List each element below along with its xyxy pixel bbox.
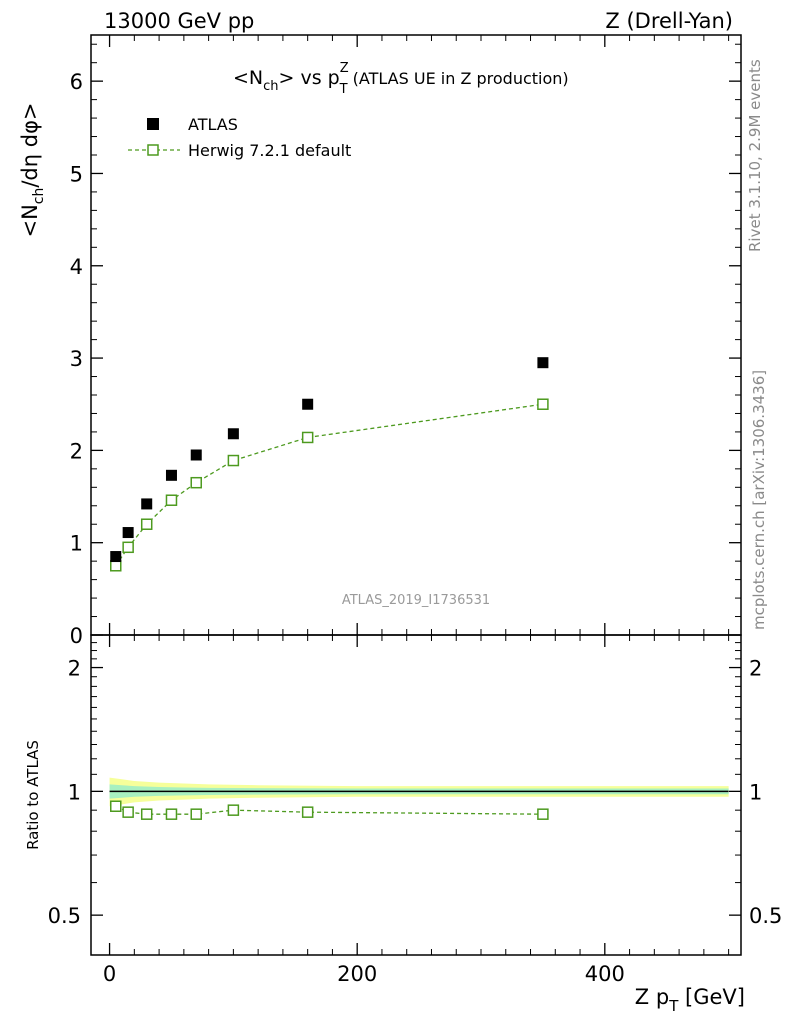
herwig-point xyxy=(140,518,153,530)
y-tick-label: 4 xyxy=(70,255,83,279)
herwig-point xyxy=(190,476,202,489)
ratio-y-axis: 0.5 0.5 1 1 2 2 xyxy=(48,642,782,928)
herwig-point xyxy=(227,454,240,467)
ratio-herwig-series xyxy=(110,800,549,820)
x-axis-title: Z pT [GeV] xyxy=(635,985,745,1015)
ratio-herwig-point xyxy=(122,806,134,818)
legend-atlas-marker xyxy=(147,118,159,130)
legend-atlas-label: ATLAS xyxy=(188,115,238,134)
ratio-herwig-point xyxy=(537,808,549,820)
ratio-herwig-point xyxy=(110,800,122,812)
x-axis: 0 200 400 xyxy=(103,35,730,986)
ratio-tick-label: 0.5 xyxy=(48,904,81,928)
ratio-herwig-point xyxy=(301,806,314,818)
x-tick-label: 400 xyxy=(585,962,625,986)
ratio-panel-frame xyxy=(90,634,742,956)
herwig-series xyxy=(110,398,549,572)
ratio-herwig-point xyxy=(227,804,240,816)
herwig-series-line xyxy=(115,403,543,567)
y-tick-label: 5 xyxy=(70,162,83,186)
ratio-tick-label-right: 2 xyxy=(749,657,762,681)
herwig-point xyxy=(122,541,134,554)
atlas-point xyxy=(537,357,549,369)
mcplots-source-label: mcplots.cern.ch [arXiv:1306.3436] xyxy=(750,370,768,630)
x-tick-label: 200 xyxy=(337,962,377,986)
ratio-y-axis-title: Ratio to ATLAS xyxy=(24,740,42,850)
analysis-watermark: ATLAS_2019_I1736531 xyxy=(342,593,490,608)
herwig-point xyxy=(301,431,314,444)
herwig-connecting-line xyxy=(115,403,543,567)
atlas-point xyxy=(141,498,153,510)
atlas-point xyxy=(227,428,239,440)
y-tick-label: 3 xyxy=(70,347,83,371)
main-y-axis: 0 1 2 3 4 5 6 xyxy=(70,43,741,648)
header-left: 13000 GeV pp xyxy=(104,9,254,33)
herwig-point xyxy=(165,494,178,506)
atlas-point xyxy=(190,449,202,461)
atlas-point xyxy=(122,527,134,539)
ratio-herwig-point xyxy=(140,808,153,820)
ratio-tick-label-right: 1 xyxy=(749,780,762,804)
ratio-uncertainty-band xyxy=(109,777,729,807)
rivet-version-label: Rivet 3.1.10, 2.9M events xyxy=(746,59,764,252)
ratio-herwig-point xyxy=(165,808,178,820)
ratio-tick-label: 2 xyxy=(68,657,81,681)
header-right: Z (Drell-Yan) xyxy=(605,9,733,33)
herwig-point xyxy=(110,560,122,572)
ratio-tick-label-right: 0.5 xyxy=(749,904,782,928)
herwig-point xyxy=(537,398,549,410)
ratio-herwig-point xyxy=(190,808,202,820)
y-tick-label: 2 xyxy=(70,439,83,463)
legend-herwig-marker xyxy=(147,144,159,156)
legend: ATLAS Herwig 7.2.1 default xyxy=(128,115,351,160)
atlas-point xyxy=(302,398,314,410)
atlas-point xyxy=(110,551,122,563)
atlas-series xyxy=(110,357,549,563)
ratio-herwig-line xyxy=(115,805,543,815)
ratio-tick-label: 1 xyxy=(68,780,81,804)
legend-herwig-label: Herwig 7.2.1 default xyxy=(188,141,351,160)
plot-title: <Nch> vs pZ T (ATLAS UE in Z production) xyxy=(233,61,569,97)
atlas-point xyxy=(165,469,177,481)
y-tick-label: 6 xyxy=(70,70,83,94)
main-y-axis-title: <Nch/dη dφ> xyxy=(18,102,47,237)
y-tick-label: 1 xyxy=(70,532,83,556)
x-tick-label: 0 xyxy=(103,962,116,986)
y-tick-label: 0 xyxy=(70,624,83,648)
